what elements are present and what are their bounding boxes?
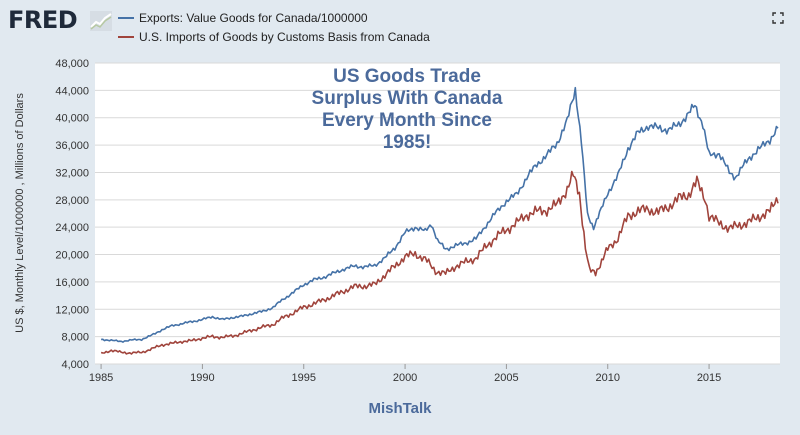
legend-label-exports: Exports: Value Goods for Canada/1000000	[139, 11, 368, 25]
y-axis-label: US $, Monthly Level/1000000 , Millions o…	[14, 93, 26, 333]
y-tick-label: 12,000	[55, 304, 89, 316]
x-axis-ticks: 1985 1990 1995 2000 2005 2010 2015	[89, 364, 721, 384]
series-line-imports	[100, 170, 779, 355]
plot-area	[95, 63, 780, 364]
y-tick-label: 8,000	[61, 332, 89, 344]
annotation-line-1: US Goods Trade	[333, 66, 481, 87]
grid-lines	[95, 62, 780, 365]
y-tick-label: 4,000	[61, 359, 89, 371]
legend-item-exports[interactable]: Exports: Value Goods for Canada/1000000	[118, 10, 368, 26]
annotation-line-3: Every Month Since	[322, 110, 492, 131]
legend-swatch-imports	[118, 36, 134, 38]
x-tick-label: 2000	[393, 372, 417, 384]
y-tick-label: 48,000	[55, 58, 89, 70]
watermark: MishTalk	[368, 400, 432, 417]
y-tick-label: 32,000	[55, 167, 89, 179]
y-tick-label: 36,000	[55, 140, 89, 152]
series-lines	[100, 86, 779, 355]
legend-item-imports[interactable]: U.S. Imports of Goods by Customs Basis f…	[118, 29, 430, 45]
x-tick-label: 2005	[494, 372, 518, 384]
x-tick-label: 2010	[595, 372, 619, 384]
annotation-line-4: 1985!	[382, 132, 432, 153]
chart-header: FRED Exports: Value Goods for Canada/100…	[0, 0, 800, 60]
legend-label-imports: U.S. Imports of Goods by Customs Basis f…	[139, 30, 430, 44]
y-tick-label: 40,000	[55, 113, 89, 125]
y-tick-label: 44,000	[55, 85, 89, 97]
y-tick-label: 20,000	[55, 250, 89, 262]
series-line-exports	[101, 86, 779, 343]
chart-annotation: US Goods Trade Surplus With Canada Every…	[282, 66, 532, 154]
x-tick-label: 2015	[697, 372, 721, 384]
y-axis-ticks: 4,000 8,000 12,000 16,000 20,000 24,000 28,000…	[55, 58, 89, 371]
x-tick-label: 1985	[89, 372, 113, 384]
y-tick-label: 24,000	[55, 222, 89, 234]
fred-logo-graph-icon	[90, 11, 112, 31]
fullscreen-icon[interactable]	[772, 12, 784, 24]
annotation-line-2: Surplus With Canada	[311, 88, 503, 109]
y-tick-label: 16,000	[55, 277, 89, 289]
x-tick-label: 1990	[190, 372, 214, 384]
x-tick-label: 1995	[292, 372, 316, 384]
legend-swatch-exports	[118, 17, 134, 19]
fred-logo: FRED	[8, 6, 78, 34]
y-tick-label: 28,000	[55, 195, 89, 207]
